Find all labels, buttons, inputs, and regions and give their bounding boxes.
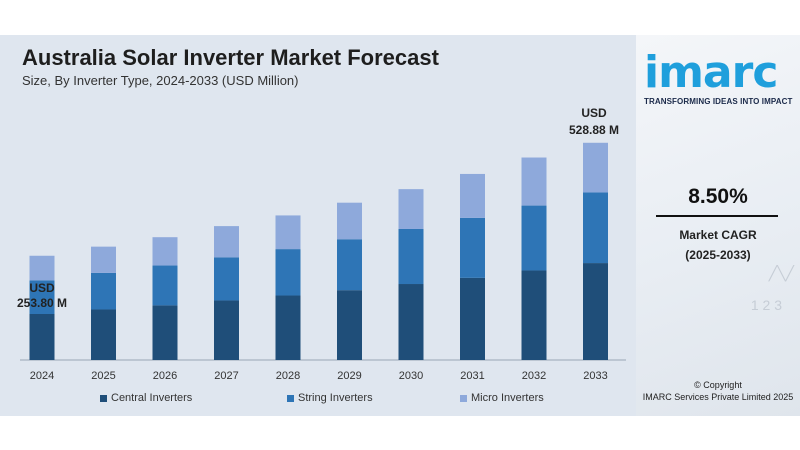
bar-segment-central-2031 xyxy=(460,277,485,360)
end-callout-line2: 528.88 M xyxy=(569,123,619,137)
bar-segment-micro-2025 xyxy=(91,246,116,273)
bar-segment-string-2027 xyxy=(214,257,239,301)
legend-swatch-string xyxy=(287,394,294,402)
bar-segment-string-2029 xyxy=(337,239,362,291)
legend-swatch-micro xyxy=(460,394,467,402)
bar-segment-micro-2030 xyxy=(398,189,424,229)
copyright-line1: © Copyright xyxy=(694,380,742,390)
bar-segment-micro-2028 xyxy=(275,215,301,250)
bar-segment-central-2032 xyxy=(521,270,547,360)
stacked-bar-chart: 2024 2025 2026 2027 2028 2029 2030 2031 2032 2033… xyxy=(17,106,626,382)
bar-segment-string-2024 xyxy=(29,280,55,314)
bar-segment-central-2029 xyxy=(337,290,362,360)
x-ticks-group: 2024 2025 2026 2027 2028 2029 2030 2031 2032 2033 xyxy=(30,370,608,382)
legend-item-central: Central Inverters xyxy=(100,392,192,404)
cagr-label-line1: Market CAGR xyxy=(679,228,757,242)
x-tick-label-2025: 2025 xyxy=(91,370,115,382)
bar-segment-string-2031 xyxy=(460,217,485,278)
copyright-line2: IMARC Services Private Limited 2025 xyxy=(642,392,794,402)
bar-segment-micro-2031 xyxy=(460,173,485,218)
bar-segment-central-2024 xyxy=(29,314,55,360)
bar-segment-central-2030 xyxy=(398,284,424,360)
legend-label-string: String Inverters xyxy=(298,392,373,404)
bar-segment-central-2033 xyxy=(583,263,608,360)
bar-segment-micro-2026 xyxy=(152,237,178,266)
x-tick-label-2027: 2027 xyxy=(214,370,238,382)
logo-tagline: TRANSFORMING IDEAS INTO IMPACT xyxy=(644,97,793,106)
bar-segment-string-2026 xyxy=(152,265,178,306)
bar-segment-string-2032 xyxy=(521,205,547,271)
cagr-divider xyxy=(656,215,778,217)
decorative-numbers-icon: 1 2 3 xyxy=(750,297,782,313)
bar-segment-micro-2033 xyxy=(583,142,608,193)
bar-segment-string-2025 xyxy=(91,272,116,310)
bar-segment-micro-2027 xyxy=(214,226,239,258)
cagr-label-line2: (2025-2033) xyxy=(685,248,751,262)
legend: Central Inverters String Inverters Micro… xyxy=(0,392,636,408)
legend-item-micro: Micro Inverters xyxy=(460,392,544,404)
x-tick-label-2030: 2030 xyxy=(399,370,423,382)
cagr-value: 8.50% xyxy=(688,185,748,208)
legend-label-micro: Micro Inverters xyxy=(471,392,544,404)
sidebar-panel: imarc TRANSFORMING IDEAS INTO IMPACT ╱╲╱… xyxy=(636,35,800,416)
end-callout-line1: USD xyxy=(581,106,607,120)
legend-label-central: Central Inverters xyxy=(111,392,193,404)
legend-swatch-central xyxy=(100,394,107,402)
cagr-label: Market CAGR (2025-2033) xyxy=(636,225,800,265)
x-tick-label-2033: 2033 xyxy=(583,370,607,382)
x-tick-label-2028: 2028 xyxy=(276,370,300,382)
bar-segment-central-2025 xyxy=(91,309,116,360)
legend-item-string: String Inverters xyxy=(287,392,373,404)
x-tick-label-2032: 2032 xyxy=(522,370,546,382)
x-tick-label-2031: 2031 xyxy=(460,370,484,382)
infographic-card: Australia Solar Inverter Market Forecast… xyxy=(0,35,800,416)
bar-segment-central-2026 xyxy=(152,305,178,360)
bar-segment-micro-2032 xyxy=(521,157,547,206)
chart-subtitle: Size, By Inverter Type, 2024-2033 (USD M… xyxy=(22,73,299,88)
bar-segment-central-2027 xyxy=(214,300,239,360)
x-tick-label-2026: 2026 xyxy=(153,370,177,382)
copyright: © Copyright IMARC Services Private Limit… xyxy=(636,379,800,403)
start-callout-line1: USD xyxy=(29,281,55,295)
bar-segment-micro-2029 xyxy=(337,202,362,240)
start-callout-line2: 253.80 M xyxy=(17,296,67,310)
x-tick-label-2024: 2024 xyxy=(30,370,54,382)
imarc-logo: imarc xyxy=(644,47,778,98)
bar-segment-string-2028 xyxy=(275,249,301,296)
chart-title: Australia Solar Inverter Market Forecast xyxy=(22,45,439,70)
bar-segment-string-2030 xyxy=(398,228,424,285)
bars-group xyxy=(29,142,608,360)
bar-segment-central-2028 xyxy=(275,295,301,360)
x-tick-label-2029: 2029 xyxy=(337,370,361,382)
decorative-graph-icon: ╱╲╱ xyxy=(768,265,794,281)
bar-segment-micro-2024 xyxy=(29,255,55,281)
bar-segment-string-2033 xyxy=(583,192,608,264)
